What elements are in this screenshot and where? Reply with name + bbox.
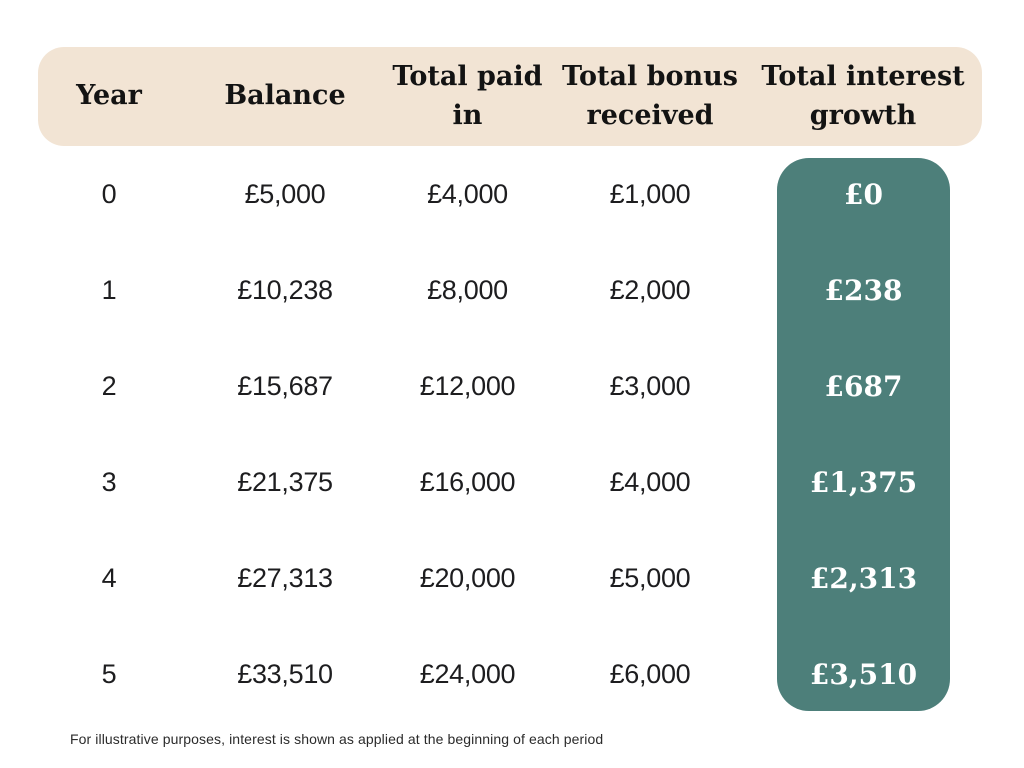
column-header-balance: Balance [224, 80, 346, 112]
year-value: 3 [101, 466, 117, 497]
table-row: 2 £15,687 £12,000 £3,000 £687 [38, 338, 982, 434]
interest-value: £3,510 [809, 657, 918, 691]
interest-column-highlight [777, 158, 950, 711]
paid-in-value: £4,000 [427, 178, 508, 209]
year-value: 1 [101, 274, 117, 305]
table-body: 0 £5,000 £4,000 £1,000 £0 1 £10,238 £8,0… [38, 146, 982, 722]
bonus-value: £6,000 [609, 658, 691, 689]
year-value: 2 [101, 370, 117, 401]
balance-value: £10,238 [237, 274, 333, 305]
bonus-value: £1,000 [609, 178, 691, 209]
table-row: 4 £27,313 £20,000 £5,000 £2,313 [38, 530, 982, 626]
table-row: 5 £33,510 £24,000 £6,000 £3,510 [38, 626, 982, 722]
table-row: 1 £10,238 £8,000 £2,000 £238 [38, 242, 982, 338]
balance-value: £15,687 [237, 370, 333, 401]
bonus-value: £3,000 [609, 370, 691, 401]
column-header-total-paid-in: Total paid in [392, 61, 543, 131]
interest-value: £2,313 [809, 561, 918, 595]
balance-value: £21,375 [237, 466, 333, 497]
column-header-total-interest-growth: Total interest growth [761, 61, 965, 131]
footnote: For illustrative purposes, interest is s… [70, 731, 604, 747]
interest-value: £0 [844, 177, 883, 211]
paid-in-value: £8,000 [427, 274, 508, 305]
balance-value: £33,510 [237, 658, 333, 689]
year-value: 0 [101, 178, 117, 209]
interest-value: £1,375 [809, 465, 918, 499]
bonus-value: £4,000 [609, 466, 691, 497]
interest-value: £687 [824, 369, 903, 403]
year-value: 4 [101, 562, 117, 593]
year-value: 5 [101, 658, 117, 689]
bonus-value: £2,000 [609, 274, 691, 305]
paid-in-value: £24,000 [419, 658, 516, 689]
interest-value: £238 [824, 273, 903, 307]
paid-in-value: £12,000 [419, 370, 516, 401]
column-header-total-bonus-received: Total bonus received [562, 61, 738, 131]
bonus-value: £5,000 [609, 562, 691, 593]
paid-in-value: £20,000 [419, 562, 516, 593]
balance-value: £5,000 [244, 178, 326, 209]
table-header: Year Balance Total paid in Total bonus r… [38, 47, 982, 146]
balance-value: £27,313 [237, 562, 333, 593]
table-row: 3 £21,375 £16,000 £4,000 £1,375 [38, 434, 982, 530]
table-row: 0 £5,000 £4,000 £1,000 £0 [38, 146, 982, 242]
column-header-year: Year [76, 80, 142, 112]
savings-growth-table: Year Balance Total paid in Total bonus r… [38, 47, 982, 722]
paid-in-value: £16,000 [419, 466, 516, 497]
